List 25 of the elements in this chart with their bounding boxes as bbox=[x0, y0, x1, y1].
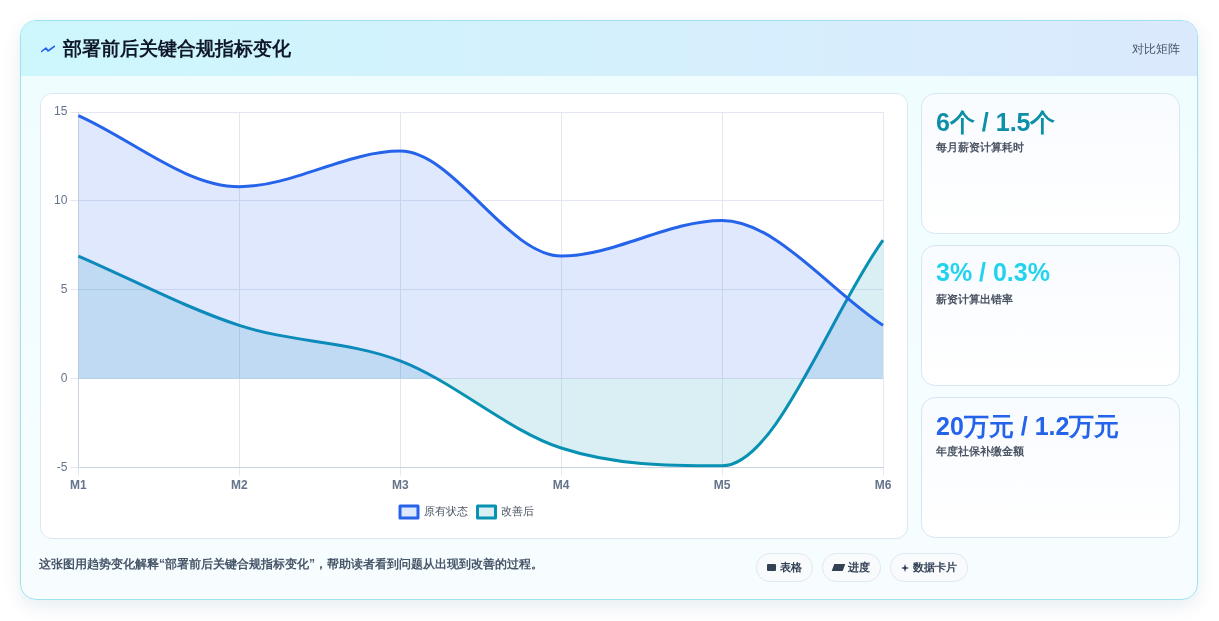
x-tick-label: M5 bbox=[713, 478, 731, 493]
legend-label: 改善后 bbox=[501, 505, 534, 518]
text: 每月薪资计算耗时 bbox=[936, 140, 1024, 155]
text: 20万元 / 1.2万元 bbox=[936, 411, 1120, 442]
chart-title: 部署前后关键合规指标变化 bbox=[63, 37, 291, 61]
text: 6个 / 1.5个 bbox=[936, 107, 1056, 138]
text: 表格 bbox=[780, 560, 802, 575]
y-tick-label: 0 bbox=[60, 371, 68, 386]
text: 薪资计算出错率 bbox=[936, 292, 1013, 307]
text: 年度社保补缴金额 bbox=[936, 444, 1024, 459]
text: 进度 bbox=[848, 560, 870, 575]
text: 这张图用趋势变化解释“部署前后关键合规指标变化”，帮助读者看到问题从出现到改善的过程。 bbox=[39, 556, 543, 573]
x-tick-label: M1 bbox=[70, 478, 88, 493]
x-tick-label: M6 bbox=[874, 478, 892, 493]
y-tick-label: 15 bbox=[53, 104, 68, 119]
text: 3% / 0.3% bbox=[936, 258, 1050, 287]
x-tick-label: M2 bbox=[230, 478, 248, 493]
text: 对比矩阵 bbox=[1132, 41, 1180, 58]
x-tick-label: M3 bbox=[391, 478, 409, 493]
y-tick-label: 10 bbox=[53, 193, 68, 208]
text: 数据卡片 bbox=[913, 560, 957, 575]
legend-label: 原有状态 bbox=[423, 505, 468, 518]
x-tick-label: M4 bbox=[552, 478, 570, 493]
y-tick-label: 5 bbox=[60, 282, 68, 297]
y-tick-label: -5 bbox=[56, 459, 68, 474]
